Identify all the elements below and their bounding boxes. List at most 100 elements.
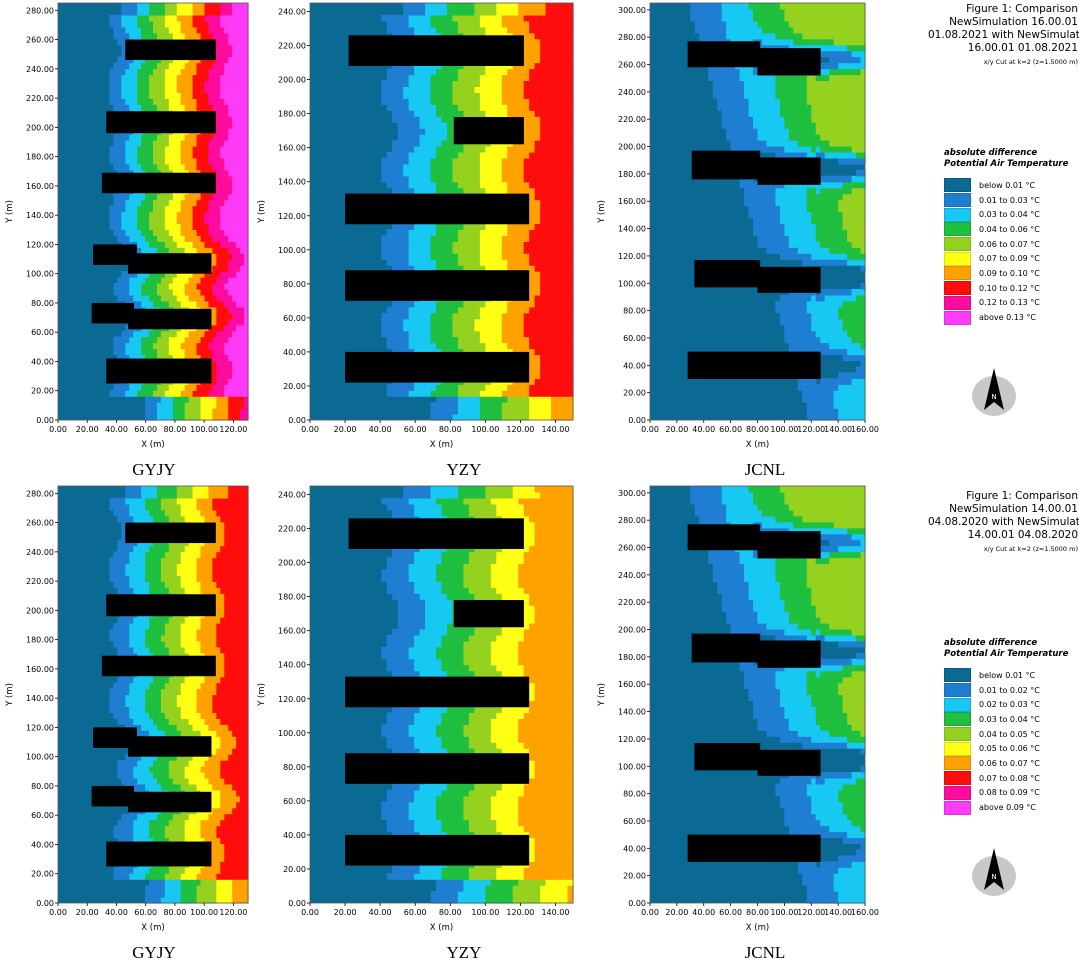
heatmap-cell — [392, 86, 399, 93]
heatmap-cell — [556, 354, 563, 362]
heatmap-cell — [457, 235, 465, 242]
heatmap-cell — [545, 157, 552, 165]
heatmap-cell — [164, 134, 170, 141]
heatmap-cell — [196, 408, 202, 415]
heatmap-cell — [200, 74, 206, 82]
heatmap-cell — [232, 62, 237, 70]
heatmap-cell — [176, 92, 182, 99]
heatmap-cell — [562, 92, 569, 99]
heatmap-cell — [168, 247, 174, 254]
heatmap-cell — [545, 253, 552, 260]
heatmap-cell — [463, 318, 470, 326]
heatmap-cell — [236, 98, 241, 105]
heatmap-cell — [562, 360, 569, 367]
heatmap-cell — [490, 3, 497, 10]
heatmap-cell — [386, 74, 393, 82]
heatmap-cell — [192, 247, 198, 254]
heatmap-cell — [220, 80, 225, 87]
heatmap-cell — [149, 104, 154, 111]
heatmap-cell — [529, 271, 536, 278]
heatmap-cell — [208, 342, 213, 350]
heatmap-cell — [512, 68, 519, 76]
heatmap-cell — [188, 277, 194, 284]
heatmap-cell — [485, 342, 492, 350]
heatmap-cell — [512, 312, 519, 320]
heatmap-cell — [562, 324, 569, 332]
heatmap-cell — [430, 151, 437, 159]
heatmap-cell — [501, 414, 508, 421]
heatmap-cell — [534, 235, 541, 242]
heatmap-cell — [518, 390, 525, 397]
heatmap-cell — [236, 300, 241, 308]
heatmap-cell — [452, 318, 459, 326]
heatmap-cell — [141, 336, 146, 344]
heatmap-cell — [507, 312, 514, 320]
heatmap-cell — [457, 348, 465, 356]
heatmap-cell — [534, 211, 541, 219]
heatmap-cell — [534, 372, 541, 379]
heatmap-cell — [160, 145, 166, 153]
heatmap-cell — [468, 348, 475, 356]
heatmap-cell — [452, 181, 459, 189]
heatmap-cell — [133, 140, 138, 147]
heatmap-cell — [141, 62, 146, 70]
heatmap-cell — [192, 86, 198, 93]
heatmap-cell — [485, 384, 492, 391]
heatmap-cell — [164, 104, 170, 111]
heatmap-cell — [184, 14, 190, 22]
heatmap-cell — [212, 68, 217, 76]
heatmap-cell — [397, 14, 404, 22]
heatmap-cell — [236, 414, 241, 421]
heatmap-cell — [392, 145, 399, 153]
heatmap-cell — [425, 348, 432, 356]
heatmap-cell — [545, 384, 552, 391]
heatmap-cell — [545, 390, 552, 397]
heatmap-cell — [145, 342, 150, 350]
heatmap-cell — [523, 235, 530, 242]
heatmap-cell — [180, 26, 186, 34]
heatmap-cell — [133, 348, 138, 356]
heatmap-cell — [436, 312, 443, 320]
heatmap-cell — [172, 86, 178, 93]
heatmap-cell — [228, 38, 233, 46]
heatmap-cell — [176, 223, 182, 230]
heatmap-cell — [829, 348, 835, 356]
heatmap-cell — [232, 3, 237, 10]
heatmap-cell — [403, 98, 410, 105]
heatmap-cell — [512, 229, 519, 236]
heatmap-cell — [507, 3, 514, 10]
heatmap-cell — [860, 366, 866, 373]
heatmap-cell — [156, 163, 162, 171]
heatmap-cell — [501, 229, 508, 236]
heatmap-cell — [468, 14, 475, 22]
heatmap-cell — [180, 354, 186, 362]
heatmap-cell — [507, 390, 514, 397]
heatmap-cell — [232, 282, 237, 290]
heatmap-cell — [109, 68, 115, 76]
heatmap-cell — [240, 181, 245, 189]
building-footprint — [125, 39, 216, 61]
heatmap-cell — [490, 86, 497, 93]
heatmap-cell — [117, 235, 122, 242]
heatmap-cell — [168, 193, 174, 201]
site-label-gyjy-top: GYJY — [132, 460, 176, 479]
heatmap-cell — [529, 408, 536, 415]
heatmap-cell — [425, 86, 432, 93]
heatmap-cell — [551, 271, 558, 278]
heatmap-cell — [200, 80, 206, 87]
heatmap-cell — [184, 342, 190, 350]
heatmap-cell — [172, 3, 178, 10]
heatmap-cell — [200, 199, 206, 207]
heatmap-cell — [386, 86, 393, 93]
heatmap-cell — [403, 253, 410, 260]
heatmap-cell — [507, 151, 514, 159]
heatmap-cell — [204, 390, 210, 397]
heatmap-cell — [441, 306, 448, 314]
heatmap-cell — [224, 318, 229, 326]
heatmap-cell — [212, 223, 217, 230]
heatmap-cell — [436, 324, 443, 332]
heatmap-cell — [220, 98, 225, 105]
heatmap-cell — [523, 390, 530, 397]
heatmap-cell — [847, 378, 853, 385]
heatmap-cell — [204, 300, 210, 308]
